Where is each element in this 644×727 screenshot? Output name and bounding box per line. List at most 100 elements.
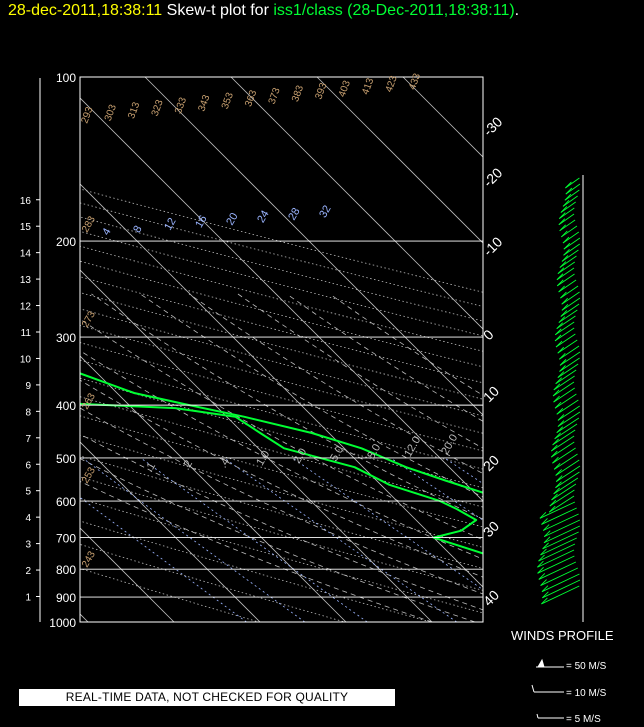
wind-barb — [559, 207, 575, 219]
dry-adiabat — [80, 435, 483, 548]
pressure-tick-label: 400 — [56, 399, 76, 413]
dry-adiabat — [80, 359, 483, 470]
wind-barb-flag — [538, 554, 545, 562]
moist-adiabat — [80, 480, 433, 622]
wind-barb-flag — [553, 487, 560, 495]
isotherm-line — [0, 77, 2, 622]
temperature-right-tick-label: 0 — [480, 326, 497, 343]
pressure-tick-label: 800 — [56, 563, 76, 577]
wind-barb — [541, 573, 580, 593]
wind-barb — [565, 183, 581, 195]
wind-barb-flag — [563, 248, 570, 256]
wind-barb — [563, 243, 581, 256]
mixing-ratio-label: .2 — [180, 458, 195, 472]
wind-barb — [565, 177, 580, 189]
wind-barb-flag — [552, 389, 560, 397]
wind-barb-flag — [556, 322, 564, 329]
wind-barb — [556, 315, 576, 330]
wind-legend-5: = 5 M/S — [566, 714, 601, 725]
isotherm-line — [230, 77, 483, 330]
dry-adiabat-label: 293 — [79, 105, 95, 125]
wind-barb-flag — [541, 518, 548, 525]
wind-barb — [553, 453, 578, 470]
chart-title: 28-dec-2011,18:38:11 Skew-t plot for iss… — [8, 2, 519, 20]
wind-barb-flag — [555, 481, 562, 489]
wind-barb-flag — [554, 334, 562, 342]
wind-barb — [552, 447, 576, 464]
wind-barb — [551, 483, 577, 501]
dry-adiabat-label: 283 — [80, 214, 98, 234]
mixing-ratio-label: 24 — [255, 208, 272, 225]
wind-barb — [559, 219, 576, 232]
pressure-tick-label: 600 — [56, 495, 76, 509]
wind-barb — [556, 267, 575, 281]
wind-barb-flag — [543, 530, 551, 537]
height-tick-label: 3 — [25, 540, 31, 551]
pressure-tick-label: 300 — [56, 331, 76, 345]
wind-barb-flag — [564, 193, 572, 201]
wind-barb — [549, 489, 575, 507]
title-end: . — [514, 2, 520, 19]
dry-adiabat-label: 383 — [290, 84, 306, 104]
dry-adiabat-label: 353 — [220, 91, 236, 111]
wind-barb-flag — [542, 542, 549, 550]
wind-barb-flag — [555, 340, 563, 348]
wind-barb — [563, 237, 581, 250]
dry-adiabat-label: 313 — [126, 100, 142, 120]
mixing-ratio-label: 16 — [193, 213, 210, 230]
dry-adiabat — [80, 377, 483, 489]
height-tick-label: 10 — [20, 354, 32, 365]
wind-barb-flag — [557, 267, 565, 274]
wind-barb — [553, 375, 575, 391]
wind-barb-flag — [558, 218, 566, 226]
wind-legend-5-symbol — [536, 713, 564, 719]
title-text: Skew-t plot for — [162, 2, 274, 19]
dry-adiabat-label: 333 — [173, 96, 189, 116]
pressure-tick-label: 700 — [56, 532, 76, 546]
wind-barb — [555, 471, 580, 489]
wind-profile-title: WINDS PROFILE — [511, 628, 614, 643]
wind-barb-flag — [538, 573, 546, 580]
dry-adiabat — [80, 325, 483, 434]
dry-adiabat-label: 373 — [267, 86, 283, 106]
dry-adiabat — [80, 276, 483, 384]
wind-barb-flag — [552, 456, 559, 464]
wind-legend-10-symbol — [531, 684, 564, 693]
wind-barb-flag — [565, 187, 573, 195]
moist-adiabat — [80, 458, 476, 622]
height-tick-label: 8 — [25, 407, 31, 418]
wind-barb — [544, 519, 581, 538]
dry-adiabat — [80, 230, 483, 337]
dry-adiabat-label: 403 — [337, 79, 353, 99]
title-site: iss1/class (28-Dec-2011,18:38:11) — [273, 2, 515, 19]
dry-adiabat — [80, 260, 483, 368]
wind-barb-flag — [561, 255, 569, 262]
wind-barb-flag — [541, 585, 549, 593]
dry-adiabat-label: 413 — [360, 76, 376, 96]
mixing-ratio-label: 8.0 — [365, 442, 383, 461]
wind-barb — [559, 255, 577, 268]
wind-barb — [555, 465, 581, 482]
mixing-ratio-label: 1.0 — [254, 449, 272, 468]
mixing-ratio-line — [557, 458, 644, 622]
mixing-ratio-line — [292, 457, 483, 591]
wind-barb — [543, 525, 581, 544]
mixing-ratio-label: 20 — [224, 211, 241, 228]
dry-adiabat — [80, 202, 483, 307]
wind-barb — [564, 189, 580, 201]
wind-barb — [558, 279, 577, 293]
wind-barb-flag — [540, 548, 547, 556]
wind-barb — [551, 441, 575, 458]
wind-barb-flag — [554, 328, 562, 336]
wind-barb — [560, 303, 580, 317]
wind-barb — [557, 363, 579, 378]
dry-adiabat-label: 243 — [80, 549, 98, 569]
wind-barb-flag — [543, 536, 551, 544]
dewpoint-trace — [80, 402, 483, 555]
temperature-right-tick-label: -10 — [480, 233, 506, 259]
wind-barb — [554, 423, 578, 440]
temperature-trace — [80, 372, 483, 494]
wind-barb — [556, 417, 580, 434]
dry-adiabat-label: 263 — [80, 391, 98, 411]
wind-barb-flag — [557, 420, 565, 427]
